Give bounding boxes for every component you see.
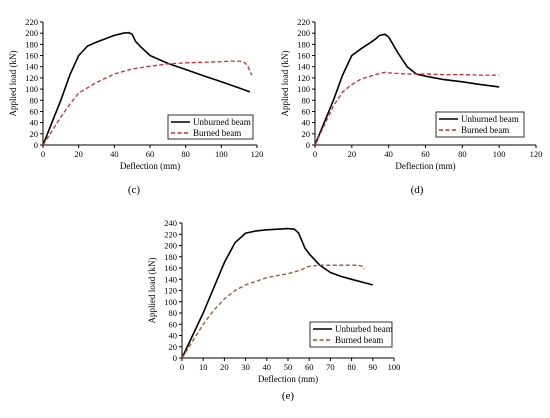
x-axis-title: Deflection (mm) <box>120 161 180 171</box>
x-tick-label: 100 <box>493 149 506 159</box>
x-tick-label: 40 <box>263 362 272 372</box>
legend-box <box>167 114 254 140</box>
y-tick-label: 80 <box>169 308 178 318</box>
x-axis-title: Deflection (mm) <box>395 161 455 171</box>
y-tick-label: 100 <box>164 297 177 307</box>
y-tick-label: 220 <box>164 229 177 239</box>
x-axis-title: Deflection (mm) <box>258 374 318 384</box>
legend-label: Unburned beam <box>461 114 519 124</box>
x-tick-label: 60 <box>421 149 430 159</box>
burned-beam-line <box>42 60 253 146</box>
x-tick-label: 120 <box>251 149 264 159</box>
x-tick-label: 10 <box>199 362 208 372</box>
unburned-beam-line <box>42 31 251 146</box>
y-axis-title: Applied load (kN) <box>8 51 18 117</box>
y-tick-label: 180 <box>25 39 38 49</box>
legend-label: Burned beam <box>193 128 241 138</box>
legend-box <box>435 111 525 138</box>
y-tick-label: 140 <box>297 62 310 72</box>
y-tick-label: 200 <box>164 241 177 251</box>
x-tick-label: 120 <box>530 149 543 159</box>
unburned-beam-line <box>181 227 374 359</box>
x-tick-label: 20 <box>74 149 83 159</box>
y-tick-label: 120 <box>297 73 310 83</box>
y-tick-label: 140 <box>25 62 38 72</box>
y-tick-label: 220 <box>297 17 310 27</box>
y-tick-label: 0 <box>34 140 38 150</box>
panel-label: (c) <box>128 184 141 196</box>
legend-label: Unburbed beam <box>335 324 393 334</box>
x-tick-label: 50 <box>284 362 293 372</box>
panel-label: (d) <box>411 184 424 196</box>
y-axis-title: Applied load (kN) <box>147 258 157 324</box>
y-tick-label: 60 <box>302 106 311 116</box>
x-tick-label: 0 <box>313 149 317 159</box>
x-tick-label: 90 <box>369 362 378 372</box>
burned-beam-line <box>314 71 500 146</box>
unburned-beam-line <box>314 33 500 146</box>
y-tick-label: 200 <box>297 28 310 38</box>
legend-label: Burned beam <box>461 125 509 135</box>
panel-label: (e) <box>282 390 295 402</box>
y-tick-label: 220 <box>25 17 38 27</box>
y-tick-label: 20 <box>302 129 311 139</box>
y-tick-label: 20 <box>30 129 39 139</box>
y-tick-label: 0 <box>173 353 177 363</box>
x-tick-label: 60 <box>146 149 155 159</box>
x-tick-label: 80 <box>347 362 356 372</box>
x-tick-label: 20 <box>348 149 357 159</box>
y-tick-label: 40 <box>30 118 39 128</box>
y-tick-label: 40 <box>169 331 178 341</box>
y-tick-label: 60 <box>169 319 178 329</box>
y-tick-label: 140 <box>164 274 177 284</box>
y-tick-label: 80 <box>30 95 39 105</box>
x-tick-label: 80 <box>181 149 190 159</box>
y-tick-label: 240 <box>164 218 177 228</box>
legend-label: Burned beam <box>335 335 383 345</box>
y-tick-label: 60 <box>30 106 39 116</box>
y-tick-label: 100 <box>297 84 310 94</box>
y-tick-label: 160 <box>164 263 177 273</box>
x-tick-label: 100 <box>388 362 401 372</box>
y-tick-label: 180 <box>164 252 177 262</box>
x-tick-label: 0 <box>180 362 184 372</box>
y-axis-title: Applied load (kN) <box>280 51 290 117</box>
x-tick-label: 60 <box>305 362 314 372</box>
x-tick-label: 100 <box>215 149 228 159</box>
y-tick-label: 180 <box>297 39 310 49</box>
y-tick-label: 40 <box>302 118 311 128</box>
x-tick-label: 0 <box>41 149 45 159</box>
y-tick-label: 100 <box>25 84 38 94</box>
y-tick-label: 20 <box>169 342 178 352</box>
y-tick-label: 120 <box>164 286 177 296</box>
legend-label: Unburned beam <box>193 117 251 127</box>
x-tick-label: 80 <box>458 149 467 159</box>
y-tick-label: 160 <box>25 51 38 61</box>
x-tick-label: 30 <box>241 362 250 372</box>
y-tick-label: 160 <box>297 51 310 61</box>
x-tick-label: 40 <box>384 149 393 159</box>
x-tick-label: 40 <box>110 149 119 159</box>
x-tick-label: 70 <box>326 362 335 372</box>
x-tick-label: 20 <box>220 362 229 372</box>
burned-beam-line <box>181 264 365 359</box>
legend-box <box>309 321 393 348</box>
y-tick-label: 80 <box>302 95 311 105</box>
y-tick-label: 120 <box>25 73 38 83</box>
y-tick-label: 0 <box>306 140 310 150</box>
y-tick-label: 200 <box>25 28 38 38</box>
